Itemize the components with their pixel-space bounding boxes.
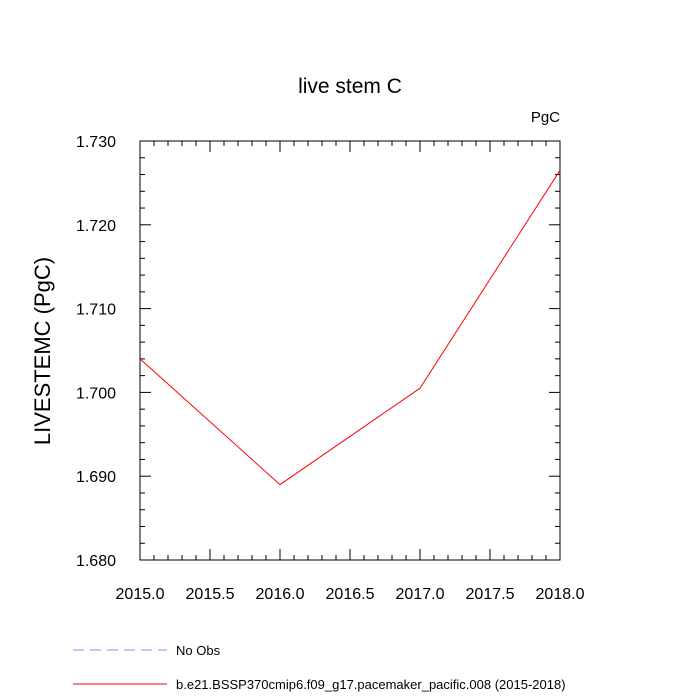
- legend-label-1: No Obs: [176, 643, 221, 658]
- y-tick-label: 1.700: [76, 385, 116, 402]
- plot-area: 2015.0 2015.5 2016.0 2016.5 2017.0 2017.5 2018…: [76, 134, 585, 603]
- x-tick-label: 2017.5: [466, 586, 515, 603]
- x-tick-label: 2016.5: [326, 586, 375, 603]
- x-tick-label: 2015.0: [116, 586, 165, 603]
- y-tick-label: 1.710: [76, 302, 116, 319]
- y-tick-label: 1.720: [76, 218, 116, 235]
- y-tick-label: 1.730: [76, 134, 116, 151]
- chart-title: live stem C: [298, 75, 402, 98]
- y-tick-label: 1.690: [76, 469, 116, 486]
- y-axis-label: LIVESTEMC (PgC): [30, 257, 55, 445]
- series-line-1: [139, 170, 561, 486]
- plot-frame: [139, 140, 561, 561]
- x-tick-label: 2016.0: [256, 586, 305, 603]
- x-tick-label: 2018.0: [536, 586, 585, 603]
- legend-label-2: b.e21.BSSP370cmip6.f09_g17.pacemaker_pac…: [176, 677, 566, 692]
- units-label: PgC: [531, 109, 560, 126]
- x-tick-label: 2017.0: [396, 586, 445, 603]
- legend: No Obs b.e21.BSSP370cmip6.f09_g17.pacemak…: [73, 643, 566, 692]
- x-tick-label: 2015.5: [186, 586, 235, 603]
- y-tick-label: 1.680: [76, 553, 116, 570]
